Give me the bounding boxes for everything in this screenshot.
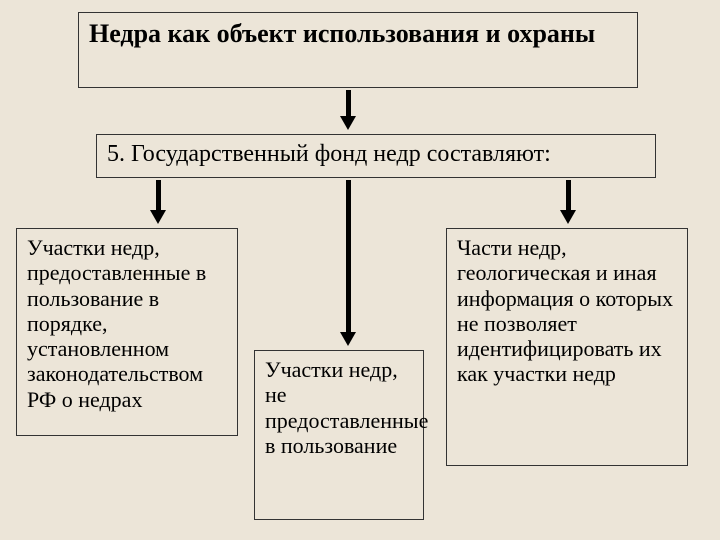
leaf-box-2: Участки недр, не предоставленные в польз…	[254, 350, 424, 520]
subheader-text: 5. Государственный фонд недр составляют:	[107, 141, 551, 167]
leaf-text-2: Участки недр, не предоставленные в польз…	[265, 357, 428, 458]
arrow-shaft	[346, 180, 351, 334]
header-text: Недра как объект использования и охраны	[89, 19, 595, 48]
arrow-sub-to-leaf2	[340, 180, 356, 346]
arrow-sub-to-leaf1	[150, 180, 166, 224]
leaf-box-3: Части недр, геологическая и иная информа…	[446, 228, 688, 466]
header-box: Недра как объект использования и охраны	[78, 12, 638, 88]
arrow-header-to-sub	[340, 90, 356, 130]
leaf-text-1: Участки недр, предоставленные в пользова…	[27, 235, 206, 412]
arrow-head-icon	[560, 210, 576, 224]
subheader-box: 5. Государственный фонд недр составляют:	[96, 134, 656, 178]
arrow-sub-to-leaf3	[560, 180, 576, 224]
arrow-head-icon	[340, 116, 356, 130]
arrow-head-icon	[340, 332, 356, 346]
arrow-shaft	[346, 90, 351, 118]
leaf-box-1: Участки недр, предоставленные в пользова…	[16, 228, 238, 436]
arrow-shaft	[566, 180, 571, 212]
arrow-shaft	[156, 180, 161, 212]
leaf-text-3: Части недр, геологическая и иная информа…	[457, 235, 673, 386]
arrow-head-icon	[150, 210, 166, 224]
